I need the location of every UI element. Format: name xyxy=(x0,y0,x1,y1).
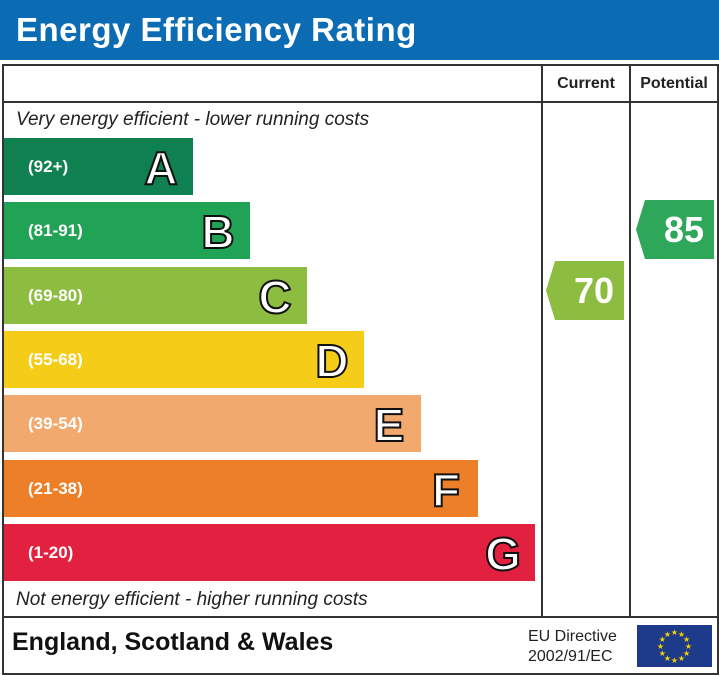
header-divider xyxy=(2,101,717,103)
star-icon: ★ xyxy=(678,654,685,663)
star-icon: ★ xyxy=(671,656,678,665)
band-letter: E xyxy=(374,399,405,449)
band-bar-E: (39-54) E xyxy=(4,395,421,453)
chart-title: Energy Efficiency Rating xyxy=(0,0,719,60)
band-letter: B xyxy=(201,206,234,256)
current-rating-arrow: 70 xyxy=(546,260,624,320)
column-divider xyxy=(541,64,543,617)
star-icon: ★ xyxy=(671,628,678,637)
band-letter: A xyxy=(144,142,177,192)
star-icon: ★ xyxy=(678,630,685,639)
current-rating-arrow-value: 70 xyxy=(573,269,615,311)
eu-directive: EU Directive 2002/91/EC xyxy=(528,627,617,667)
band-bar-B: (81-91) B xyxy=(4,202,250,260)
potential-rating-arrow: 85 xyxy=(636,200,714,260)
chart-frame xyxy=(2,64,719,675)
band-range: (69-80) xyxy=(28,285,83,305)
band-bar-D: (55-68) D xyxy=(4,330,364,388)
band-bar-A: (92+) A xyxy=(4,138,193,195)
band-letter: F xyxy=(432,464,460,514)
directive-line2: 2002/91/EC xyxy=(528,648,613,665)
bottom-note: Not energy efficient - higher running co… xyxy=(16,589,368,610)
band-letter: G xyxy=(485,528,521,578)
band-range: (55-68) xyxy=(28,349,83,369)
current-column-header: Current xyxy=(557,75,615,92)
region-label: England, Scotland & Wales xyxy=(12,628,334,656)
star-icon: ★ xyxy=(659,649,666,658)
star-icon: ★ xyxy=(683,635,690,644)
potential-rating-arrow-value: 85 xyxy=(663,209,705,251)
star-icon: ★ xyxy=(664,654,671,663)
directive-line1: EU Directive xyxy=(528,628,617,645)
band-letter: C xyxy=(258,271,291,321)
column-divider xyxy=(629,64,631,617)
band-bar-F: (21-38) F xyxy=(4,459,478,517)
star-icon: ★ xyxy=(683,649,690,658)
star-icon: ★ xyxy=(659,635,666,644)
potential-column-header: Potential xyxy=(640,75,708,92)
band-letter: D xyxy=(315,335,348,385)
eu-flag-icon: ★ ★ ★ ★ ★ ★ ★ ★ ★ ★ ★ ★ xyxy=(637,625,712,667)
band-range: (81-91) xyxy=(28,221,83,241)
star-icon: ★ xyxy=(664,630,671,639)
star-icon: ★ xyxy=(657,642,664,651)
band-range: (39-54) xyxy=(28,414,83,434)
band-bar-G: (1-20) G xyxy=(4,523,535,581)
star-icon: ★ xyxy=(685,642,692,651)
top-note: Very energy efficient - lower running co… xyxy=(16,109,370,130)
band-range: (92+) xyxy=(28,157,69,176)
band-range: (1-20) xyxy=(28,542,74,562)
band-bar-C: (69-80) C xyxy=(4,266,307,324)
band-range: (21-38) xyxy=(28,478,83,498)
footer-divider xyxy=(2,616,717,618)
